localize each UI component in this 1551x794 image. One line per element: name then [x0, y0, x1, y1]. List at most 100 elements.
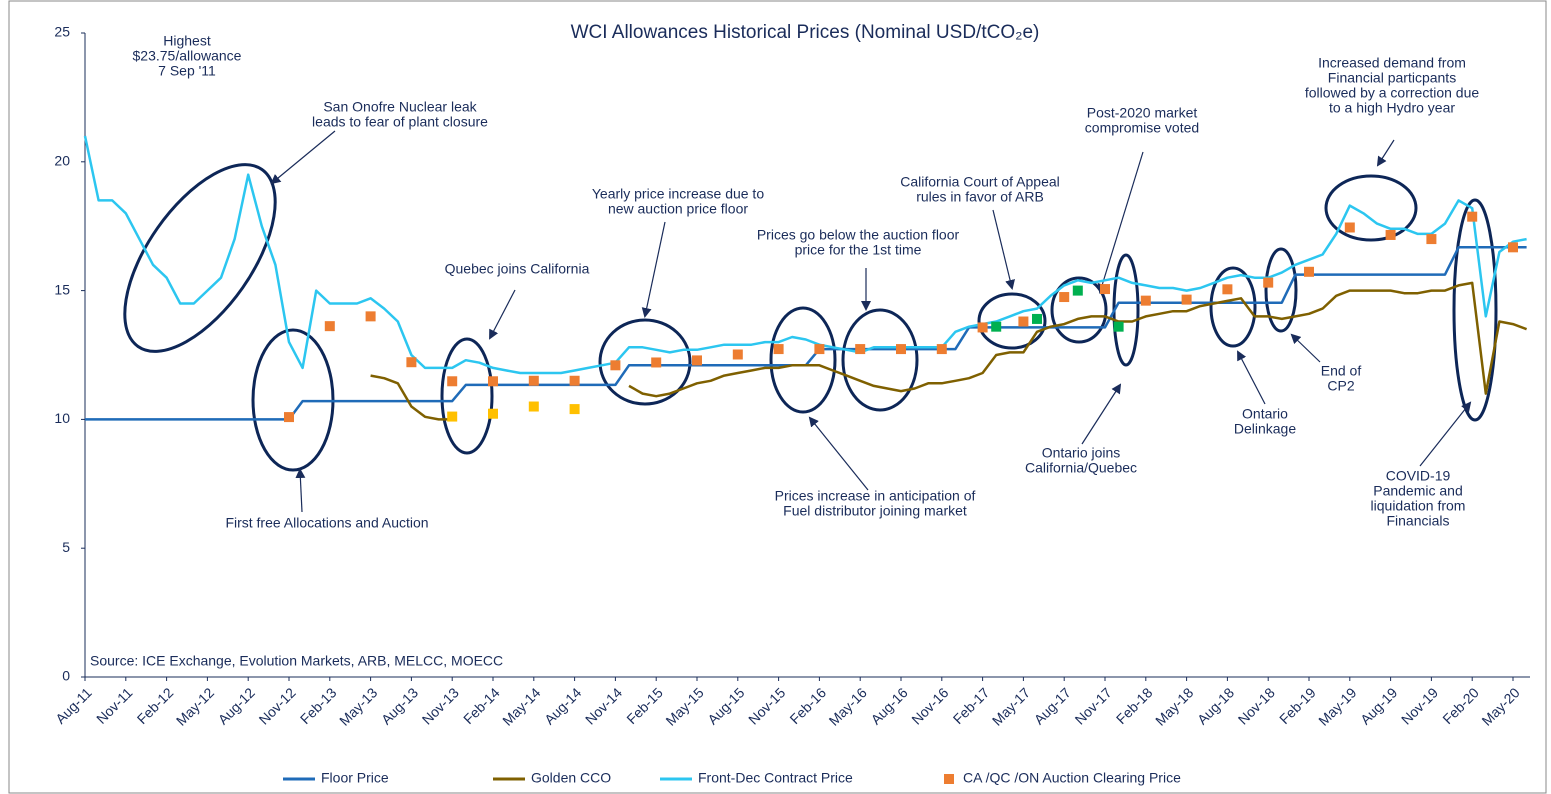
legend-label: Floor Price [321, 770, 389, 786]
annotation-text: Financial particpants [1328, 70, 1456, 86]
x-tick-label: May-12 [173, 684, 217, 728]
annotation-arrow [1238, 352, 1265, 404]
scatter-point [1508, 242, 1518, 252]
scatter-point [366, 311, 376, 321]
scatter-point [733, 349, 743, 359]
x-tick-label: Feb-14 [460, 684, 503, 727]
annotation-text: California/Quebec [1025, 460, 1137, 476]
series-line [371, 283, 1527, 420]
scatter-point [325, 321, 335, 331]
scatter-point [1467, 212, 1477, 222]
x-tick-label: Feb-17 [950, 684, 993, 727]
scatter-point [1018, 317, 1028, 327]
scatter-point [937, 344, 947, 354]
x-tick-label: Nov-19 [1398, 684, 1441, 727]
y-tick-label: 5 [62, 539, 70, 555]
scatter-point [991, 322, 1001, 332]
annotation-text: Post-2020 market [1087, 105, 1198, 121]
x-tick-label: Aug-15 [704, 684, 747, 727]
scatter-point [1304, 267, 1314, 277]
scatter-point [1345, 222, 1355, 232]
legend-label: Golden CCO [531, 770, 611, 786]
x-tick-label: Aug-18 [1194, 684, 1237, 727]
y-tick-label: 20 [54, 153, 70, 169]
scatter-point [814, 344, 824, 354]
x-tick-label: May-20 [1478, 684, 1522, 728]
x-tick-label: May-17 [989, 684, 1033, 728]
annotation-text: Ontario [1242, 406, 1288, 422]
x-tick-label: Aug-17 [1031, 684, 1074, 727]
scatter-point [651, 357, 661, 367]
x-tick-label: Feb-16 [786, 684, 829, 727]
annotation-text: followed by a correction due [1305, 85, 1480, 101]
annotation-arrow [1292, 335, 1320, 362]
scatter-point [1100, 284, 1110, 294]
annotation-text: Yearly price increase due to [592, 186, 764, 202]
annotation-arrow [300, 470, 302, 512]
annotation-arrow [810, 418, 868, 490]
scatter-point [1073, 286, 1083, 296]
x-tick-label: Nov-12 [256, 684, 299, 727]
y-tick-label: 0 [62, 668, 70, 684]
x-tick-label: May-18 [1152, 684, 1196, 728]
x-tick-label: Feb-18 [1113, 684, 1156, 727]
x-tick-label: Feb-15 [623, 684, 666, 727]
annotation-text: Prices go below the auction floor [757, 227, 960, 243]
annotation-arrow [1100, 152, 1143, 292]
x-tick-label: Feb-20 [1439, 684, 1482, 727]
x-tick-label: Aug-14 [541, 684, 584, 727]
x-tick-label: Nov-14 [582, 684, 625, 727]
highlight-ellipse [1326, 176, 1416, 240]
x-tick-label: May-15 [662, 684, 706, 728]
scatter-point [610, 360, 620, 370]
x-tick-label: Feb-12 [134, 684, 177, 727]
x-tick-label: Feb-13 [297, 684, 340, 727]
chart-title: WCI Allowances Historical Prices (Nomina… [571, 22, 1040, 43]
scatter-point [529, 402, 539, 412]
annotation-arrow [993, 210, 1012, 288]
annotation-text: Financials [1386, 513, 1449, 529]
scatter-point [284, 412, 294, 422]
annotation-text: Fuel distributor joining market [783, 503, 967, 519]
x-tick-label: Aug-19 [1357, 684, 1400, 727]
frame [9, 1, 1546, 793]
scatter-point [1222, 284, 1232, 294]
scatter-point [1114, 322, 1124, 332]
annotation-text: to a high Hydro year [1329, 100, 1455, 116]
scatter-point [447, 376, 457, 386]
x-tick-label: Aug-16 [867, 684, 910, 727]
scatter-point [692, 355, 702, 365]
scatter-point [896, 344, 906, 354]
scatter-point [1059, 292, 1069, 302]
scatter-point [1386, 230, 1396, 240]
annotation-text: leads to fear of plant closure [312, 114, 488, 130]
y-tick-label: 10 [54, 410, 70, 426]
x-tick-label: Aug-11 [52, 684, 95, 727]
annotation-text: COVID-19 [1386, 468, 1451, 484]
annotation-text: Delinkage [1234, 421, 1296, 437]
source-note: Source: ICE Exchange, Evolution Markets,… [90, 653, 503, 669]
annotation-text: compromise voted [1085, 120, 1199, 136]
x-tick-label: Nov-18 [1235, 684, 1278, 727]
scatter-point [447, 412, 457, 422]
annotation-text: Increased demand from [1318, 55, 1466, 71]
highlight-ellipse [771, 308, 835, 412]
scatter-point [855, 344, 865, 354]
annotation-text: rules in favor of ARB [916, 189, 1044, 205]
x-tick-label: Nov-17 [1072, 684, 1115, 727]
annotation-text: $23.75/allowance [133, 48, 242, 64]
scatter-point [1263, 278, 1273, 288]
annotation-text: Pandemic and [1373, 483, 1463, 499]
scatter-point [774, 344, 784, 354]
highlight-ellipse [1114, 255, 1138, 365]
x-tick-label: May-14 [499, 684, 543, 728]
y-tick-label: 25 [54, 24, 70, 40]
annotation-text: Ontario joins [1042, 445, 1121, 461]
annotation-arrow [1082, 385, 1120, 444]
scatter-point [570, 404, 580, 414]
scatter-point [529, 376, 539, 386]
annotation-arrow [490, 290, 515, 338]
scatter-point [488, 409, 498, 419]
legend-symbol [944, 774, 954, 784]
scatter-point [570, 376, 580, 386]
